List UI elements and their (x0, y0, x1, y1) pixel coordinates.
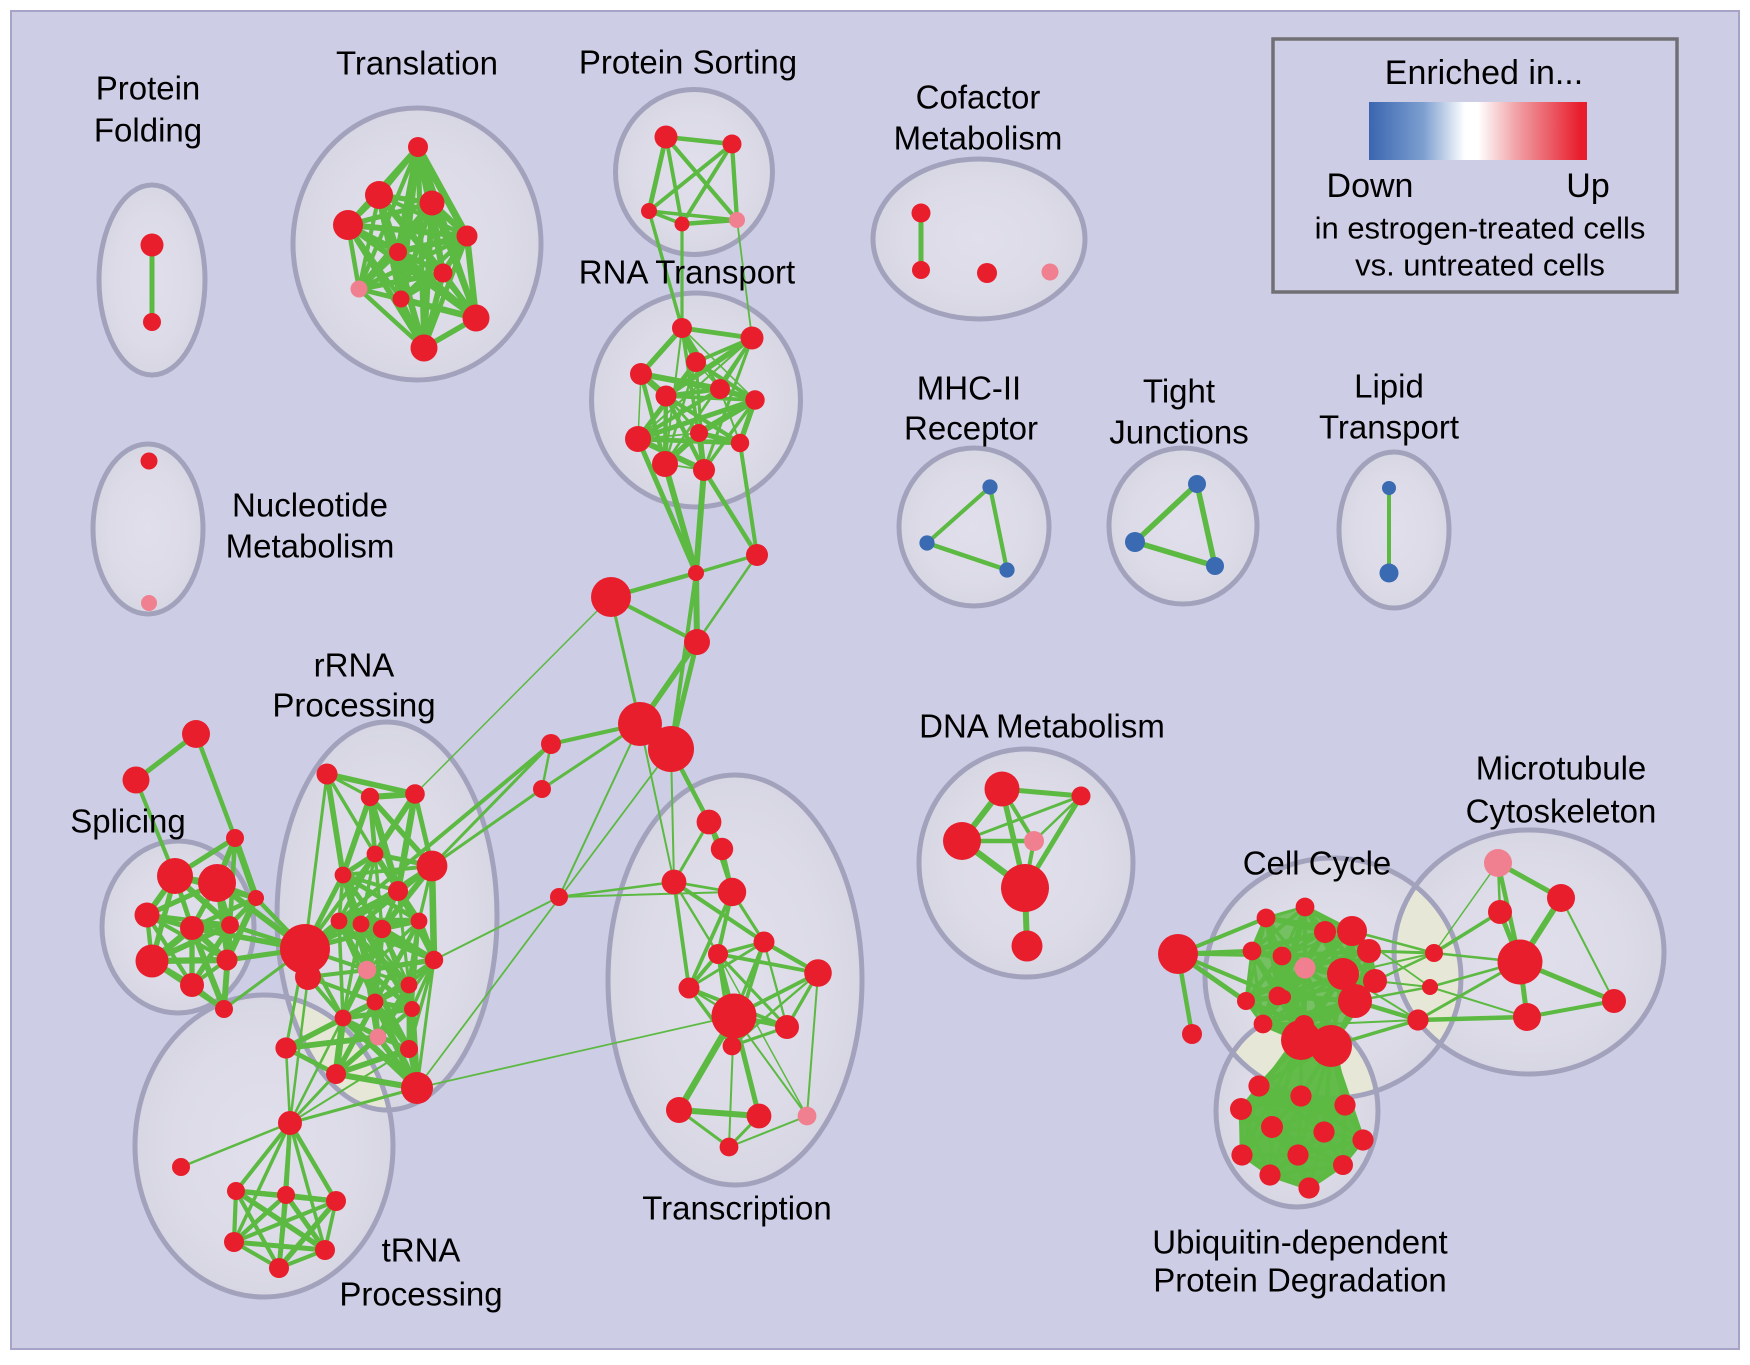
svg-text:Up: Up (1566, 167, 1609, 205)
svg-text:Folding: Folding (94, 112, 202, 149)
svg-text:RNA Transport: RNA Transport (579, 254, 795, 291)
svg-text:Enriched in...: Enriched in... (1385, 54, 1583, 92)
svg-text:MHC-II: MHC-II (917, 370, 1021, 407)
svg-text:Cofactor: Cofactor (916, 79, 1041, 116)
svg-text:Protein Sorting: Protein Sorting (579, 44, 797, 81)
svg-text:Processing: Processing (339, 1276, 502, 1313)
svg-text:DNA Metabolism: DNA Metabolism (919, 708, 1165, 745)
svg-text:Metabolism: Metabolism (894, 120, 1063, 157)
svg-text:Nucleotide: Nucleotide (232, 487, 388, 524)
svg-text:in estrogen-treated cells: in estrogen-treated cells (1315, 211, 1646, 246)
svg-text:Protein Degradation: Protein Degradation (1153, 1262, 1447, 1299)
svg-text:rRNA: rRNA (314, 647, 395, 684)
svg-text:Tight: Tight (1143, 373, 1215, 410)
svg-text:Cytoskeleton: Cytoskeleton (1466, 793, 1657, 830)
svg-text:Microtubule: Microtubule (1476, 750, 1647, 787)
svg-text:Receptor: Receptor (904, 410, 1038, 447)
svg-text:Metabolism: Metabolism (226, 528, 395, 565)
svg-text:Ubiquitin-dependent: Ubiquitin-dependent (1152, 1224, 1447, 1261)
svg-text:vs. untreated cells: vs. untreated cells (1355, 248, 1605, 283)
svg-text:Translation: Translation (336, 45, 498, 82)
svg-text:Transport: Transport (1319, 409, 1459, 446)
svg-text:Protein: Protein (96, 70, 201, 107)
svg-text:Cell Cycle: Cell Cycle (1243, 845, 1392, 882)
svg-text:tRNA: tRNA (382, 1232, 461, 1269)
svg-text:Processing: Processing (272, 687, 435, 724)
svg-text:Lipid: Lipid (1354, 368, 1424, 405)
svg-text:Splicing: Splicing (70, 803, 186, 840)
svg-text:Junctions: Junctions (1109, 414, 1248, 451)
svg-text:Down: Down (1327, 167, 1414, 205)
svg-text:Transcription: Transcription (642, 1190, 832, 1227)
